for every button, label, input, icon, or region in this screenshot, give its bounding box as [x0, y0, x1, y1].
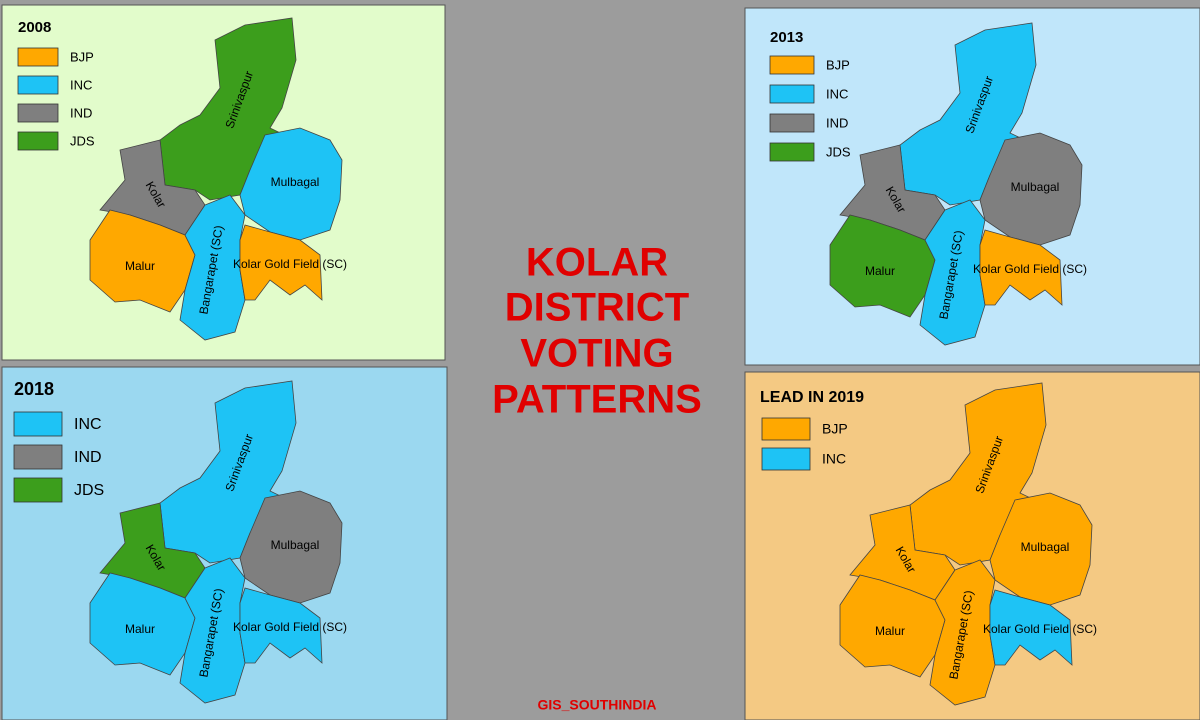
- legend-swatch: [17, 75, 59, 95]
- panel-label: 2013: [770, 29, 803, 46]
- legend-swatch: [13, 444, 63, 470]
- constituency-label: Mulbagal: [271, 175, 320, 189]
- legend-label: INC: [74, 416, 102, 433]
- constituency: [179, 194, 246, 341]
- constituency: [979, 229, 1063, 306]
- constituency: [239, 224, 323, 301]
- legend-swatch: [13, 411, 63, 437]
- constituency: [989, 589, 1073, 666]
- constituency-label: Mulbagal: [1011, 180, 1060, 194]
- panel-label: 2018: [14, 379, 54, 399]
- constituency-label: Kolar Gold Field (SC): [233, 257, 347, 271]
- constituency: [929, 559, 996, 706]
- legend-swatch: [769, 84, 815, 104]
- legend-swatch: [17, 47, 59, 67]
- legend-label: INC: [70, 77, 92, 92]
- constituency: [989, 492, 1093, 606]
- legend-swatch: [17, 103, 59, 123]
- legend-label: INC: [822, 451, 846, 467]
- constituency-label: Kolar Gold Field (SC): [983, 622, 1097, 636]
- constituency: [919, 199, 986, 346]
- constituency-label: Kolar Gold Field (SC): [233, 620, 347, 634]
- constituency: [239, 127, 343, 241]
- constituency-label: Malur: [865, 264, 895, 278]
- constituency-label: Malur: [125, 259, 155, 273]
- constituency: [239, 587, 323, 664]
- constituency-label: Mulbagal: [1021, 540, 1070, 554]
- title-line: KOLAR: [526, 241, 668, 285]
- constituency-label: Malur: [875, 624, 905, 638]
- legend-swatch: [769, 55, 815, 75]
- panel-label: 2008: [18, 19, 51, 36]
- legend-swatch: [761, 417, 811, 441]
- constituency: [179, 557, 246, 704]
- constituency-label: Kolar Gold Field (SC): [973, 262, 1087, 276]
- constituency-label: Mulbagal: [271, 538, 320, 552]
- legend-label: IND: [74, 449, 102, 466]
- legend-swatch: [769, 113, 815, 133]
- credit: GIS_SOUTHINDIA: [537, 697, 656, 713]
- legend-swatch: [769, 142, 815, 162]
- legend-label: INC: [826, 86, 848, 101]
- legend-label: JDS: [70, 133, 95, 148]
- legend-swatch: [17, 131, 59, 151]
- title-line: DISTRICT: [505, 286, 689, 330]
- legend-label: JDS: [74, 482, 104, 499]
- constituency-label: Malur: [125, 622, 155, 636]
- title-line: PATTERNS: [492, 378, 702, 422]
- constituency: [979, 132, 1083, 246]
- title-line: VOTING: [520, 332, 673, 376]
- legend-label: BJP: [826, 57, 850, 72]
- panel-label: LEAD IN 2019: [760, 389, 864, 406]
- legend-label: BJP: [70, 49, 94, 64]
- legend-label: IND: [826, 115, 848, 130]
- legend-label: JDS: [826, 144, 851, 159]
- legend-swatch: [761, 447, 811, 471]
- legend-label: BJP: [822, 421, 848, 437]
- constituency: [239, 490, 343, 604]
- legend-swatch: [13, 477, 63, 503]
- legend-label: IND: [70, 105, 92, 120]
